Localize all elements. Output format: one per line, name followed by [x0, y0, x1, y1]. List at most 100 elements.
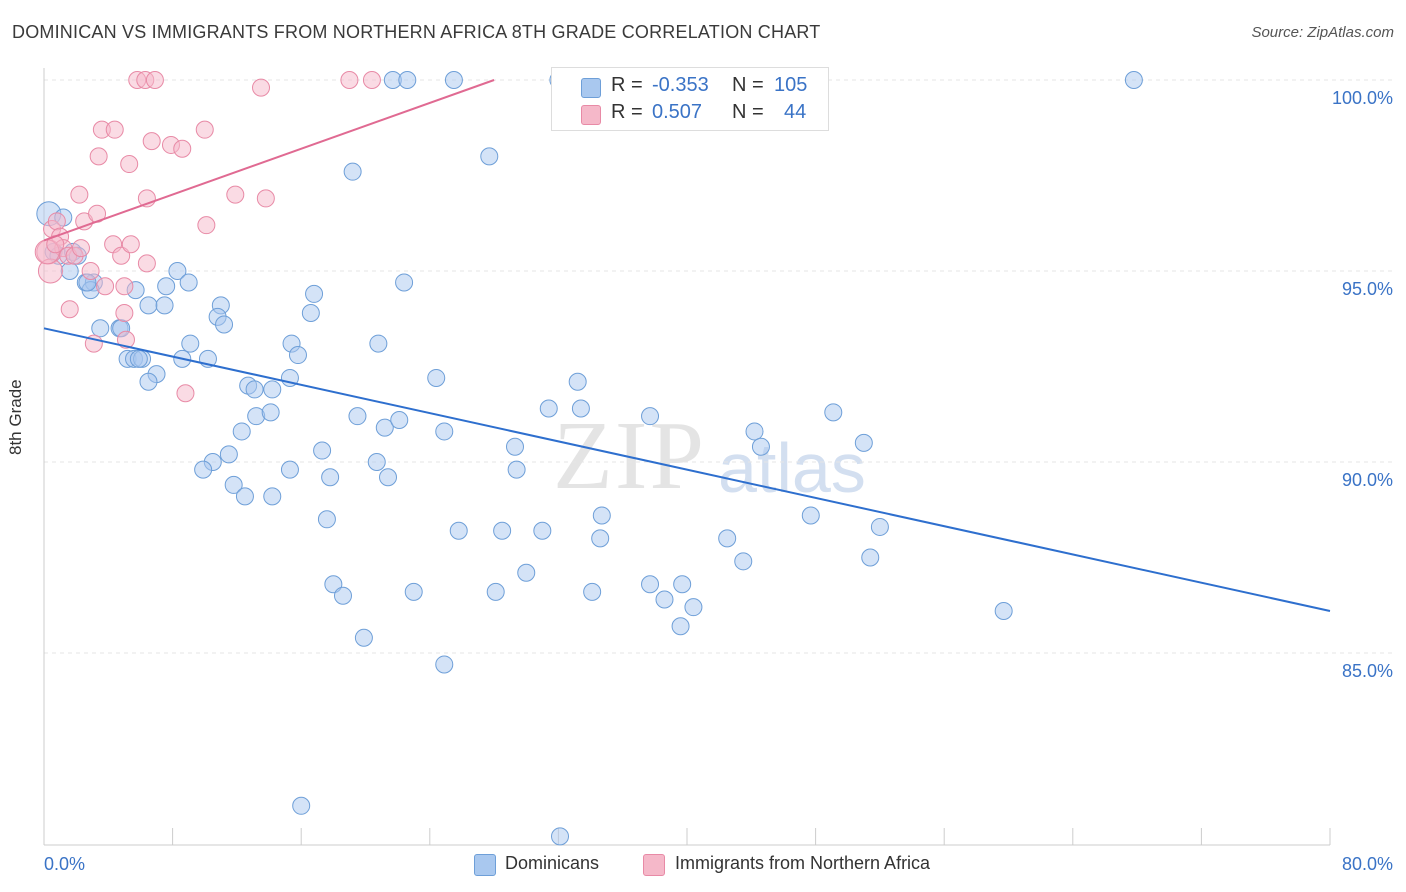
- northern-africa-point: [121, 235, 140, 254]
- dominican-point: [533, 521, 552, 540]
- legend-row-dominicans: R = -0.353 N = 105: [552, 74, 828, 100]
- dominican-point: [367, 453, 386, 471]
- dominican-point: [301, 304, 320, 323]
- northern-africa-point: [96, 277, 115, 296]
- dominican-point: [305, 284, 324, 303]
- northern-africa-point: [60, 300, 79, 319]
- dominican-point: [994, 601, 1013, 620]
- dominican-point: [671, 617, 690, 636]
- dominican-point: [751, 437, 770, 456]
- dominican-point: [232, 422, 251, 441]
- dominican-point: [139, 296, 158, 315]
- dominican-point: [517, 563, 536, 582]
- dominican-point: [480, 147, 499, 166]
- northern-africa-point: [47, 212, 66, 231]
- dominican-point: [404, 582, 423, 601]
- northern-africa-point: [115, 304, 134, 323]
- dominican-point: [168, 262, 187, 280]
- northern-africa-point: [116, 330, 135, 349]
- dominican-point: [91, 319, 110, 338]
- dominican-point: [745, 422, 764, 441]
- y-tick-label: 100.0%: [1332, 88, 1393, 108]
- dominican-point: [313, 441, 332, 460]
- dominican-point: [390, 410, 409, 429]
- northern-africa-point: [173, 139, 192, 158]
- y-tick-label: 95.0%: [1342, 279, 1393, 299]
- dominican-point: [435, 422, 454, 441]
- dominican-point: [801, 506, 820, 525]
- dominican-point: [354, 628, 373, 647]
- dominican-point: [129, 349, 148, 368]
- northern-africa-point: [197, 216, 216, 235]
- legend-n-value: 44: [784, 101, 807, 123]
- dominican-point: [179, 273, 198, 292]
- dominican-point: [60, 262, 79, 280]
- dominican-point: [288, 346, 307, 365]
- northern-africa-point: [105, 120, 124, 139]
- dominican-point: [375, 418, 394, 437]
- dominican-point: [551, 827, 570, 846]
- dominican-point: [215, 315, 234, 334]
- dominican-point: [655, 590, 674, 609]
- legend-n-label: N =: [732, 101, 764, 123]
- northern-africa-point: [256, 189, 275, 208]
- correlation-legend: R = -0.353 N = 105 R = 0.507 N = 44: [551, 67, 829, 131]
- dominican-point: [854, 433, 873, 452]
- pink-swatch-icon: [581, 105, 601, 125]
- source-label: Source: ZipAtlas.com: [1251, 24, 1394, 41]
- dominican-point: [641, 407, 660, 426]
- northern-africa-point: [112, 246, 131, 265]
- dominican-point: [155, 296, 174, 315]
- dominican-point: [181, 334, 200, 353]
- legend-r-label: R =: [611, 74, 643, 96]
- dominican-point: [427, 368, 446, 387]
- northern-africa-point: [176, 384, 195, 403]
- legend-n-label: N =: [732, 74, 764, 96]
- dominican-point: [507, 460, 526, 479]
- dominican-point: [194, 460, 213, 479]
- dominican-point: [444, 71, 463, 89]
- dominican-trendline: [43, 327, 1331, 612]
- legend-n-value: 105: [774, 74, 808, 96]
- dominican-point: [486, 582, 505, 601]
- dominican-point: [369, 334, 388, 353]
- northern-africa-legend-label: Immigrants from Northern Africa: [675, 853, 931, 873]
- dominican-point: [139, 372, 158, 391]
- dominican-point: [673, 575, 692, 594]
- dominican-point: [568, 372, 587, 391]
- dominican-point: [734, 552, 753, 571]
- northern-africa-point: [81, 262, 100, 280]
- dominican-point: [493, 521, 512, 540]
- x-tick-label: 80.0%: [1342, 854, 1393, 874]
- dominican-point: [641, 575, 660, 594]
- northern-africa-point: [70, 185, 89, 204]
- dominican-point: [861, 548, 880, 567]
- northern-africa-point: [120, 155, 139, 174]
- dominican-point: [379, 468, 398, 487]
- dominican-point: [395, 273, 414, 292]
- northern-africa-trendline: [43, 79, 495, 242]
- northern-africa-point: [145, 71, 164, 89]
- dominican-point: [317, 510, 336, 529]
- dominican-point: [324, 575, 343, 594]
- northern-africa-point: [362, 71, 381, 89]
- x-tick-label: 0.0%: [44, 854, 85, 874]
- northern-africa-point: [340, 71, 359, 89]
- northern-africa-point: [71, 239, 90, 258]
- legend-r-value: -0.353: [652, 74, 709, 96]
- dominican-point: [870, 517, 889, 536]
- dominican-point: [1124, 71, 1143, 89]
- dominican-point: [261, 403, 280, 422]
- northern-africa-point: [115, 277, 134, 296]
- blue-swatch-icon: [581, 78, 601, 98]
- dominican-point: [539, 399, 558, 418]
- dominican-point: [280, 460, 299, 479]
- dominican-point: [321, 468, 340, 487]
- northern-africa-point: [226, 185, 245, 204]
- northern-africa-point: [252, 78, 271, 97]
- dominican-point: [684, 598, 703, 617]
- dominican-point: [224, 475, 243, 494]
- y-tick-label: 85.0%: [1342, 661, 1393, 681]
- chart-title: DOMINICAN VS IMMIGRANTS FROM NORTHERN AF…: [12, 22, 821, 42]
